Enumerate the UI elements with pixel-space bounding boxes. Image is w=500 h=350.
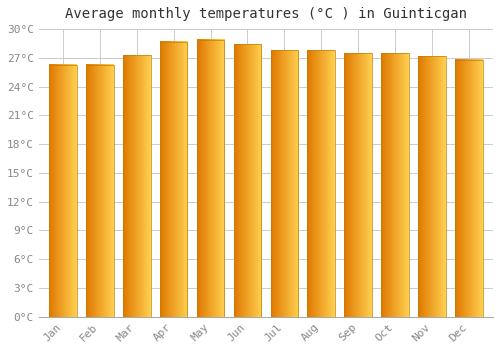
Bar xyxy=(382,53,409,317)
Bar xyxy=(196,40,224,317)
Bar xyxy=(234,44,262,317)
Title: Average monthly temperatures (°C ) in Guinticgan: Average monthly temperatures (°C ) in Gu… xyxy=(65,7,467,21)
Bar xyxy=(455,60,483,317)
Bar xyxy=(418,56,446,317)
Bar xyxy=(86,64,114,317)
Bar xyxy=(49,64,76,317)
Bar xyxy=(160,42,188,317)
Bar xyxy=(308,50,335,317)
Bar xyxy=(270,50,298,317)
Bar xyxy=(123,55,150,317)
Bar xyxy=(344,53,372,317)
